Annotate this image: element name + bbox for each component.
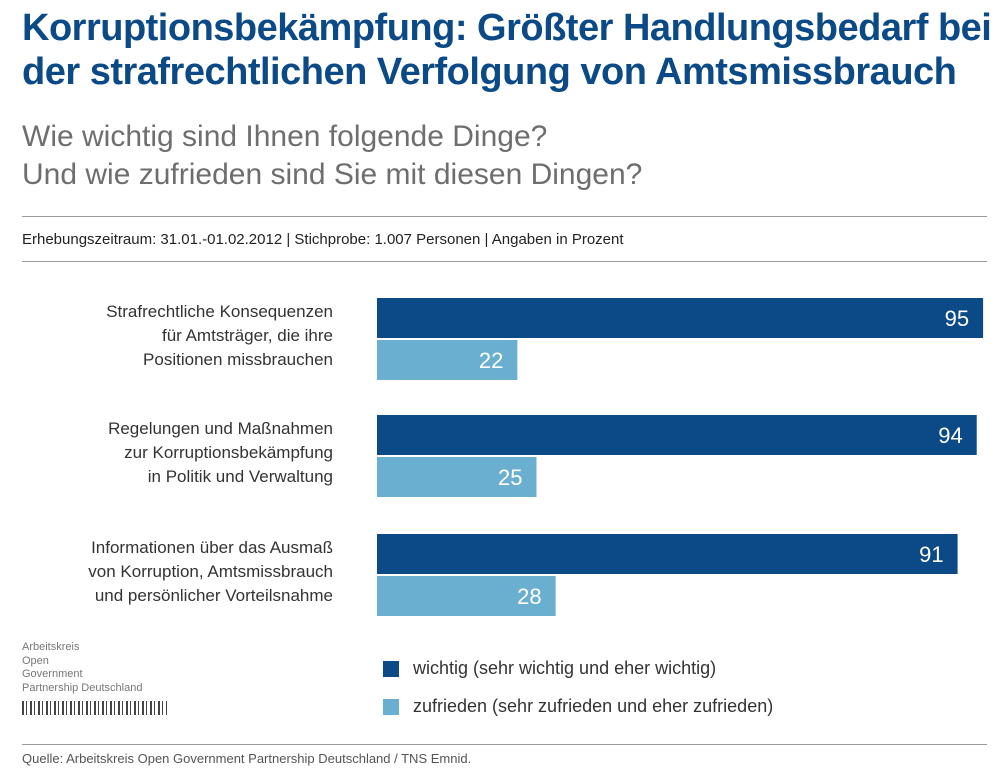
data-label-zufrieden-2: 28 [517, 584, 541, 609]
category-label-1-line-2: in Politik und Verwaltung [147, 467, 333, 486]
legend-label-wichtig: wichtig (sehr wichtig und eher wichtig) [413, 658, 717, 678]
logo-line-4: Partnership Deutschland [22, 681, 143, 694]
category-label-0-line-0: Strafrechtliche Konsequenzen [106, 302, 333, 321]
bar-zufrieden-1 [377, 457, 537, 497]
category-label-0-line-2: Positionen missbrauchen [143, 350, 333, 369]
category-label-0-line-1: für Amtsträger, die ihre [161, 326, 333, 345]
chart-subtitle: Wie wichtig sind Ihnen folgende Dinge? U… [22, 118, 982, 194]
bottom-divider [22, 744, 987, 745]
chart-title: Korruptionsbekämpfung: Größter Handlungs… [22, 7, 992, 93]
category-label-0: Strafrechtliche Konsequenzen für Amtsträg… [53, 300, 333, 372]
category-label-2-line-1: von Korruption, Amtsmissbrauch [88, 562, 333, 581]
logo-line-2: Open [22, 654, 49, 667]
meta-divider [22, 261, 987, 262]
logo-line-3: Government [22, 668, 83, 680]
legend-label-zufrieden: zufrieden (sehr zufrieden und eher zufri… [413, 696, 774, 716]
category-label-1-line-0: Regelungen und Maßnahmen [108, 419, 333, 438]
category-label-2-line-2: und persönlicher Vorteilsnahme [94, 586, 333, 605]
bar-wichtig-0 [377, 298, 984, 338]
data-label-zufrieden-1: 25 [498, 465, 522, 490]
legend-swatch-wichtig [383, 660, 399, 677]
bar-wichtig-1 [377, 415, 977, 455]
category-label-2-line-0: Informationen über das Ausmaß [91, 538, 333, 557]
logo-barcode [22, 701, 167, 715]
top-divider [22, 216, 987, 217]
category-label-2: Informationen über das Ausmaß von Korrupt… [53, 536, 333, 608]
legend-item-wichtig: wichtig (sehr wichtig und eher wichtig) [383, 658, 716, 679]
data-label-wichtig-0: 95 [945, 306, 969, 331]
category-label-1-line-1: zur Korruptionsbekämpfung [124, 443, 333, 462]
legend-swatch-zufrieden [383, 698, 399, 715]
bar-wichtig-2 [377, 534, 958, 574]
bar-zufrieden-0 [377, 340, 518, 380]
survey-meta: Erhebungszeitraum: 31.01.-01.02.2012 | S… [22, 231, 624, 248]
subtitle-line-1: Wie wichtig sind Ihnen folgende Dinge? [22, 120, 548, 153]
bar-zufrieden-2 [377, 576, 556, 616]
logo-text: Arbeitskreis Open Government Partnership… [22, 641, 142, 695]
subtitle-line-2: Und wie zufrieden sind Sie mit diesen Di… [22, 158, 643, 191]
data-label-wichtig-1: 94 [938, 423, 962, 448]
source-note: Quelle: Arbeitskreis Open Government Par… [22, 751, 472, 766]
category-label-1: Regelungen und Maßnahmen zur Korruptionsb… [53, 417, 333, 489]
data-label-zufrieden-0: 22 [479, 348, 503, 373]
legend-item-zufrieden: zufrieden (sehr zufrieden und eher zufri… [383, 696, 773, 717]
logo-line-1: Arbeitskreis [22, 641, 80, 653]
data-label-wichtig-2: 91 [919, 542, 943, 567]
